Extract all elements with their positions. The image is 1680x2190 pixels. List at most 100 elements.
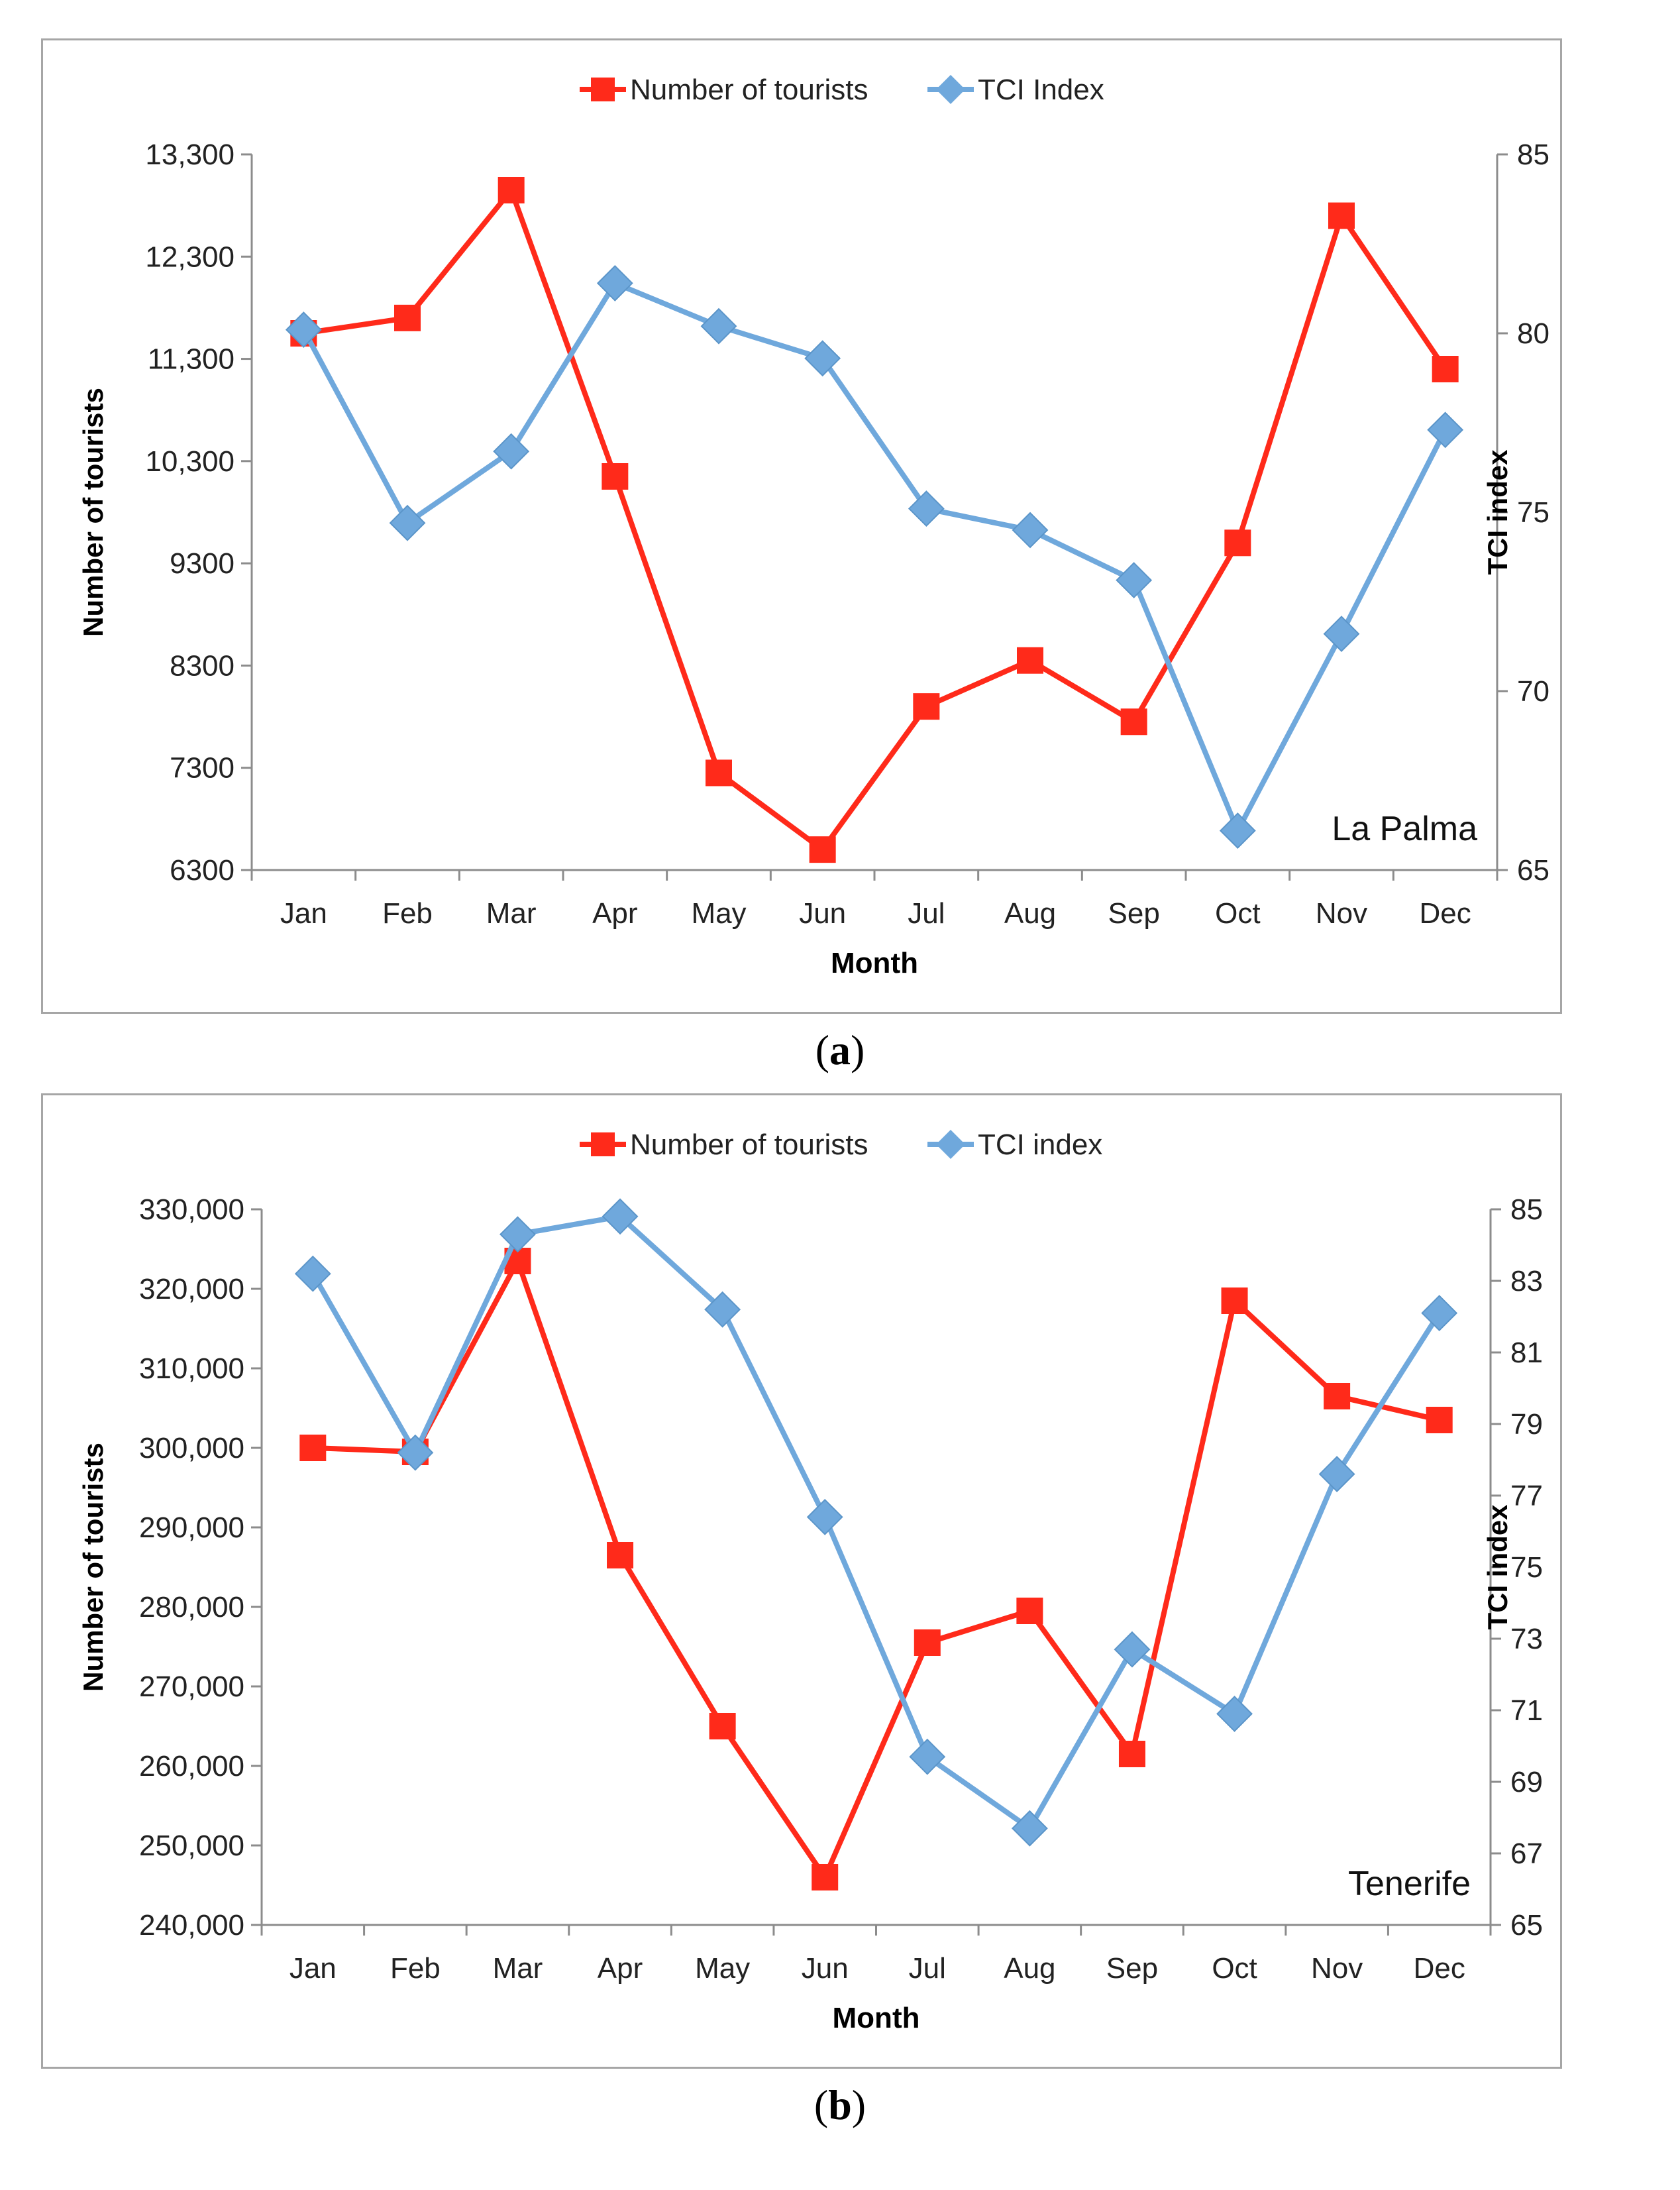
x-tick-label: Jun [802,1952,849,1985]
chart-svg-tenerife: Jan Feb Mar Apr May Jun Jul Aug Sep Oct Nov Dec 240,… [78,1128,1543,2034]
x-tick-label: Jan [280,897,327,930]
tci-marker [602,1198,639,1235]
right-tick-label: 70 [1517,675,1549,708]
left-tick-label: 310,000 [139,1352,244,1385]
location-annotation: Tenerife [1348,1865,1471,1903]
right-tick-label: 77 [1510,1480,1543,1512]
right-tick-label: 85 [1517,138,1549,171]
chart-svg-la-palma: Jan Feb Mar Apr May Jun Jul Aug Sep Oct Nov Dec 6300… [78,74,1549,979]
tci-marker [1421,1295,1458,1332]
x-tick-label: Apr [598,1952,643,1985]
location-annotation: La Palma [1332,810,1477,848]
tci-marker [1219,812,1256,849]
tci-marker [1116,562,1153,599]
x-tick-label: Nov [1311,1952,1363,1985]
left-tick-label: 9300 [170,547,235,580]
series-line-tci [310,1213,1442,1832]
x-tick-label: Feb [390,1952,441,1985]
tci-marker [493,433,530,470]
tourists-marker [498,177,525,203]
left-tick-label: 290,000 [139,1511,244,1544]
x-tick-label: Nov [1316,897,1367,930]
left-y-axis-title: Number of tourists [78,388,109,637]
left-tick-label: 12,300 [145,241,235,273]
tci-marker [908,490,945,527]
legend-marker-tourists [591,1132,615,1156]
tourists-marker [607,1542,634,1568]
tci-marker [294,1255,331,1292]
x-tick-label: Dec [1420,897,1471,930]
tourists-marker [394,304,421,331]
right-tick-label: 65 [1517,854,1549,887]
x-tick-label: May [691,897,746,930]
left-tick-label: 7300 [170,752,235,785]
tourists-marker [1432,356,1459,382]
x-tick-label: Oct [1215,897,1260,930]
left-tick-label: 6300 [170,854,235,887]
left-tick-label: 300,000 [139,1432,244,1464]
tci-marker [1011,1810,1048,1847]
legend-label-tci: TCI index [978,1128,1102,1161]
tci-marker [909,1738,946,1775]
x-tick-label: Jul [909,1952,946,1985]
tourists-marker [812,1864,839,1890]
x-tick-label: Jul [908,897,945,930]
tci-marker [596,264,633,301]
chart-panel-a: Jan Feb Mar Apr May Jun Jul Aug Sep Oct Nov Dec 6300… [41,38,1562,1014]
panel-caption-b-label: b [828,2081,852,2128]
x-tick-label: Oct [1212,1952,1257,1985]
tourists-marker [1324,1383,1351,1409]
left-tick-label: 11,300 [148,343,235,376]
right-tick-label: 83 [1510,1265,1543,1297]
right-y-axis-title: TCI index [1482,1504,1513,1630]
tourists-marker [706,759,732,787]
right-tick-label: 67 [1510,1837,1543,1870]
x-tick-label: Sep [1106,1952,1158,1985]
left-tick-label: 250,000 [139,1830,244,1862]
left-tick-label: 260,000 [139,1750,244,1782]
tci-marker [806,1498,843,1535]
right-tick-label: 73 [1510,1623,1543,1655]
left-tick-label: 240,000 [139,1909,244,1942]
x-tick-label: Sep [1108,897,1160,930]
right-tick-label: 80 [1517,317,1549,350]
tourists-marker [809,836,836,863]
panel-caption-b: (b) [814,2081,866,2128]
tci-marker [285,311,322,349]
x-axis-title: Month [833,2002,920,2034]
legend-label-tourists: Number of tourists [630,1128,868,1161]
left-tick-label: 270,000 [139,1670,244,1703]
series-line-tourists [303,188,1447,853]
panel-caption-a-label: a [829,1026,851,1073]
tourists-marker [1017,647,1043,674]
legend-marker-tci [936,1130,965,1159]
tci-marker [1323,616,1360,653]
chart-panel-b: Jan Feb Mar Apr May Jun Jul Aug Sep Oct Nov Dec 240,… [41,1093,1562,2069]
right-y-axis-title: TCI index [1482,449,1513,575]
x-tick-label: Mar [486,897,537,930]
tci-marker [499,1216,536,1253]
tourists-marker [299,1435,327,1461]
left-tick-label: 320,000 [139,1273,244,1305]
legend-marker-tci [936,75,965,104]
tourists-marker [709,1713,736,1739]
legend-label-tourists: Number of tourists [630,74,868,106]
panel-caption-a: (a) [815,1026,865,1073]
x-tick-label: Jun [799,897,846,930]
tourists-marker [1221,1287,1248,1314]
right-tick-label: 71 [1510,1694,1543,1727]
left-tick-label: 330,000 [139,1193,244,1226]
tourists-marker [914,1629,941,1656]
right-tick-label: 75 [1517,496,1549,529]
left-y-axis-title: Number of tourists [78,1443,109,1692]
tci-marker [700,307,737,345]
tourists-marker [913,693,940,720]
tourists-marker [1016,1598,1043,1624]
tourists-marker [1224,529,1251,557]
x-tick-label: May [695,1952,750,1985]
tci-marker [389,504,426,541]
tci-marker [1318,1456,1355,1493]
tourists-marker [1118,1741,1145,1767]
left-tick-label: 8300 [170,649,235,682]
tci-marker [804,340,841,377]
